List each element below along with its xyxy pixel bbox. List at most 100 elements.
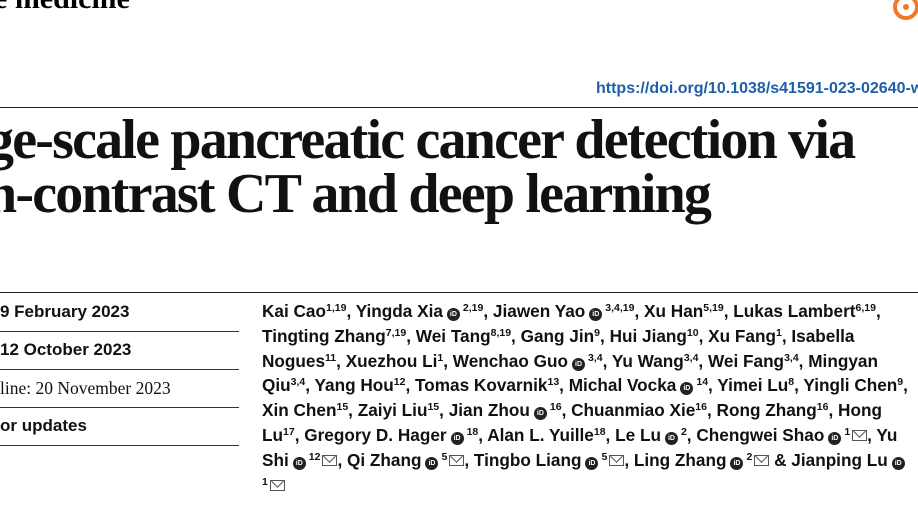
check-updates-link[interactable]: or updates bbox=[0, 408, 239, 446]
author[interactable]: Hong Lu17, bbox=[262, 400, 882, 445]
author[interactable]: Xu Fang1, bbox=[708, 326, 786, 346]
orcid-icon[interactable]: iD bbox=[589, 308, 603, 321]
author-name: Wei Tang bbox=[415, 325, 491, 346]
orcid-icon[interactable]: iD bbox=[891, 456, 905, 470]
author[interactable]: Yu Shi iD12, bbox=[262, 425, 897, 470]
author-affiliation: 1 bbox=[844, 425, 851, 438]
author-name: Alan L. Yuille bbox=[487, 424, 594, 445]
orcid-icon[interactable]: iD bbox=[585, 456, 599, 470]
author[interactable]: Gregory D. Hager iD18, bbox=[304, 425, 483, 445]
author-name: Lukas Lambert bbox=[733, 301, 856, 321]
orcid-icon[interactable]: iD bbox=[828, 431, 842, 445]
doi-link[interactable]: https://doi.org/10.1038/s41591-023-02640… bbox=[596, 80, 918, 97]
orcid-icon[interactable]: iD bbox=[425, 456, 439, 470]
author[interactable]: Isabella Nogues11, bbox=[262, 326, 854, 371]
author-affiliation: 8,19 bbox=[490, 326, 512, 339]
author[interactable]: Le Lu iD2, bbox=[615, 424, 692, 445]
author[interactable]: Wei Fang3,4, bbox=[708, 351, 803, 371]
author[interactable]: Jiawen Yao iD3,4,19, bbox=[493, 301, 639, 321]
author-name: Yimei Lu bbox=[717, 375, 789, 396]
author-separator: , bbox=[346, 301, 352, 321]
open-access-icon bbox=[893, 0, 918, 20]
author-separator: , bbox=[443, 350, 448, 371]
author-name: Wenchao Guo bbox=[452, 350, 569, 371]
author[interactable]: Gang Jin9, bbox=[521, 326, 605, 346]
orcid-icon[interactable]: iD bbox=[450, 431, 464, 445]
author[interactable]: Ling Zhang iD2 & bbox=[634, 450, 787, 470]
author[interactable]: Chengwei Shao iD1, bbox=[696, 425, 872, 445]
author[interactable]: Xin Chen15, bbox=[262, 400, 353, 420]
author-affiliation: 16 bbox=[549, 401, 562, 414]
author-name: Mingyan Qiu bbox=[262, 350, 878, 396]
author-name: Rong Zhang bbox=[716, 400, 817, 421]
orcid-icon[interactable]: iD bbox=[572, 357, 586, 371]
author-name: Ling Zhang bbox=[633, 449, 727, 470]
author-separator: , bbox=[875, 301, 881, 321]
orcid-icon[interactable]: iD bbox=[533, 407, 547, 421]
author[interactable]: Yimei Lu8, bbox=[717, 375, 799, 395]
author[interactable]: Jian Zhou iD16, bbox=[449, 400, 566, 421]
orcid-icon[interactable]: iD bbox=[680, 382, 694, 396]
orcid-icon[interactable]: iD bbox=[292, 456, 306, 470]
author-separator: , bbox=[406, 325, 412, 346]
author[interactable]: Yingli Chen9, bbox=[803, 375, 908, 395]
header-divider bbox=[0, 107, 918, 108]
orcid-icon[interactable]: iD bbox=[446, 308, 460, 321]
author-name: Hong Lu bbox=[262, 400, 882, 445]
author[interactable]: Lukas Lambert6,19, bbox=[733, 301, 880, 321]
author-name: Hui Jiang bbox=[609, 325, 687, 346]
mail-icon[interactable] bbox=[269, 479, 285, 491]
author-name: Jianping Lu bbox=[791, 449, 888, 470]
author[interactable]: Jianping Lu iD1 bbox=[262, 450, 908, 495]
author[interactable]: Rong Zhang16, bbox=[717, 400, 834, 420]
author[interactable]: Tingbo Liang iD5, bbox=[474, 450, 629, 470]
author[interactable]: Wenchao Guo iD3,4, bbox=[452, 350, 608, 371]
author-separator: , bbox=[483, 301, 489, 321]
author-separator: , bbox=[602, 350, 608, 371]
orcid-icon[interactable]: iD bbox=[664, 431, 678, 445]
mail-icon[interactable] bbox=[754, 454, 770, 466]
mail-icon[interactable] bbox=[449, 454, 465, 466]
author-separator: , bbox=[867, 424, 872, 445]
author[interactable]: Xuezhou Li1, bbox=[346, 351, 448, 371]
author[interactable]: Mingyan Qiu3,4, bbox=[262, 351, 878, 396]
author-name: Chengwei Shao bbox=[696, 424, 825, 445]
author[interactable]: Qi Zhang iD5, bbox=[347, 450, 469, 470]
author[interactable]: Xu Han5,19, bbox=[644, 301, 728, 321]
author[interactable]: Hui Jiang10, bbox=[610, 326, 704, 346]
author-name: Yang Hou bbox=[314, 375, 394, 396]
author-separator: , bbox=[439, 400, 444, 421]
author-name: Xin Chen bbox=[262, 400, 337, 421]
received-date: 9 February 2023 bbox=[0, 294, 239, 332]
author[interactable]: Yingda Xia iD2,19, bbox=[356, 301, 488, 321]
mail-icon[interactable] bbox=[609, 454, 625, 466]
author-affiliation: 16 bbox=[816, 401, 829, 414]
published-date: line: 20 November 2023 bbox=[0, 370, 239, 408]
author[interactable]: Yu Wang3,4, bbox=[612, 351, 703, 371]
mail-icon[interactable] bbox=[322, 454, 338, 466]
author[interactable]: Kai Cao1,19, bbox=[262, 301, 351, 321]
author-separator: & bbox=[769, 449, 787, 470]
author[interactable]: Chuanmiao Xie16, bbox=[571, 400, 712, 420]
author-separator: , bbox=[686, 424, 692, 445]
author[interactable]: Zaiyi Liu15, bbox=[358, 400, 444, 420]
orcid-icon[interactable]: iD bbox=[730, 456, 744, 470]
author-name: Wei Fang bbox=[707, 350, 785, 371]
author[interactable]: Yang Hou12, bbox=[315, 375, 411, 395]
author-affiliation: 10 bbox=[686, 326, 699, 339]
author[interactable]: Wei Tang8,19, bbox=[416, 326, 516, 346]
author-name: Gregory D. Hager bbox=[304, 424, 447, 445]
author[interactable]: Michal Vocka iD14, bbox=[568, 375, 713, 396]
author-affiliation: 9 bbox=[897, 376, 904, 389]
author-name: Michal Vocka bbox=[568, 375, 677, 396]
author-affiliation: 1 bbox=[437, 351, 444, 364]
author-separator: , bbox=[600, 325, 605, 346]
mail-icon[interactable] bbox=[852, 429, 868, 441]
author-affiliation: 3,4 bbox=[784, 351, 799, 364]
author[interactable]: Tomas Kovarnik13, bbox=[415, 375, 564, 395]
author-separator: , bbox=[294, 424, 300, 445]
author[interactable]: Tingting Zhang7,19, bbox=[262, 326, 411, 346]
author-name: Jiawen Yao bbox=[492, 301, 586, 321]
author[interactable]: Alan L. Yuille18, bbox=[487, 425, 610, 445]
author-affiliation: 7,19 bbox=[385, 326, 407, 339]
